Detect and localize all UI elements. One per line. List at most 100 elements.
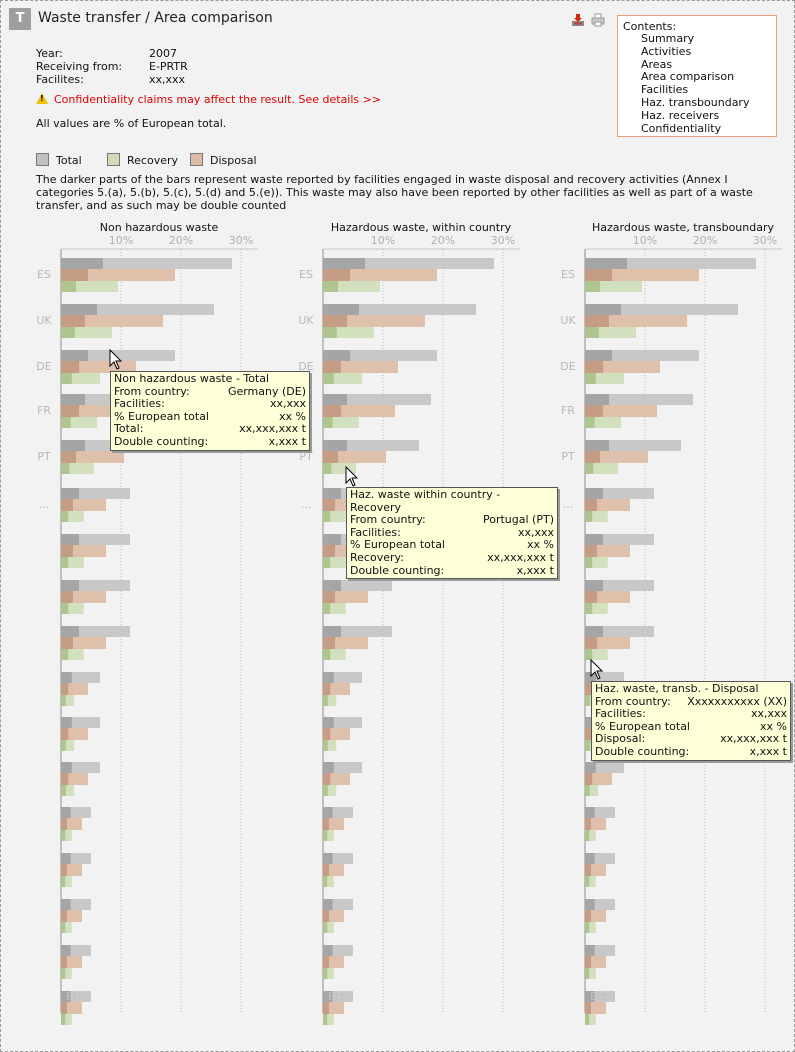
bar-total-dark	[61, 899, 71, 910]
legend-total-swatch	[36, 153, 49, 166]
bar-total	[323, 899, 353, 910]
bar-recovery	[323, 785, 337, 796]
download-icon[interactable]	[571, 12, 585, 26]
bar-total	[585, 580, 654, 591]
bar-total-dark	[323, 258, 365, 269]
bar-recovery	[61, 922, 72, 933]
bar-total	[323, 991, 353, 1002]
bar-recovery-dark	[585, 281, 600, 292]
bar-recovery	[323, 373, 362, 384]
bar-total	[585, 626, 654, 637]
bar-recovery	[585, 463, 618, 474]
bar-total-dark	[61, 258, 103, 269]
bar-recovery-dark	[61, 373, 72, 384]
tooltip-haz-transb-disposal: Haz. waste, transb. - Disposal From coun…	[591, 681, 791, 761]
bar-recovery	[61, 968, 72, 979]
chart-title: Non hazardous waste	[100, 221, 219, 234]
bar-total-dark	[585, 304, 621, 315]
bar-total	[585, 672, 624, 683]
bar-disposal-dark	[585, 773, 593, 785]
bar-total-dark	[323, 853, 333, 864]
bar-total	[585, 991, 615, 1002]
report-type-icon: T	[9, 8, 31, 30]
bar-recovery	[61, 876, 72, 887]
category-label: DE	[298, 360, 313, 373]
bar-disposal-dark	[585, 728, 593, 740]
bar-total-dark	[585, 394, 609, 405]
bar-disposal-dark	[585, 1002, 591, 1014]
bar-recovery	[585, 785, 599, 796]
tooltip-haz-within-recovery: Haz. waste within country - Recovery Fro…	[346, 487, 558, 580]
bar-recovery	[61, 1014, 72, 1025]
bar-total-dark	[323, 991, 333, 1002]
bar-recovery-dark	[323, 281, 338, 292]
bar-recovery-dark	[61, 1014, 66, 1025]
contents-link-areas[interactable]: Areas	[641, 57, 673, 71]
print-icon[interactable]	[591, 12, 605, 27]
contents-link-area-comparison[interactable]: Area comparison	[641, 70, 735, 84]
bar-recovery	[61, 649, 84, 660]
bar-disposal	[61, 315, 163, 327]
bar-recovery	[323, 876, 334, 887]
tick-label: 30%	[491, 234, 515, 247]
bar-total	[61, 304, 214, 315]
bar-total	[323, 258, 494, 269]
bar-total-dark	[323, 394, 347, 405]
bar-recovery-dark	[585, 327, 599, 338]
legend-total[interactable]: Total	[36, 153, 82, 167]
bar-disposal	[585, 361, 660, 373]
bar-total	[585, 807, 615, 818]
bar-disposal	[323, 451, 386, 463]
bar-disposal	[323, 361, 398, 373]
legend-recovery[interactable]: Recovery	[107, 153, 178, 167]
meta-year: Year: 2007	[36, 47, 177, 60]
bar-recovery-dark	[61, 785, 66, 796]
bar-recovery	[323, 649, 346, 660]
legend-disposal[interactable]: Disposal	[190, 153, 257, 167]
bar-total-dark	[61, 534, 79, 545]
bar-total	[585, 899, 615, 910]
contents-link-confidentiality[interactable]: Confidentiality	[641, 121, 722, 135]
etc-label: Etc.	[66, 990, 87, 1003]
bar-disposal-dark	[323, 864, 329, 876]
bar-disposal-dark	[61, 910, 67, 922]
bar-total-dark	[323, 350, 350, 361]
bar-recovery	[61, 327, 112, 338]
bar-total	[323, 304, 476, 315]
bar-recovery	[61, 603, 84, 614]
bar-recovery-dark	[585, 876, 590, 887]
bar-total	[585, 440, 681, 451]
bar-disposal-dark	[585, 910, 591, 922]
bar-recovery-dark	[323, 511, 331, 522]
bar-total	[585, 488, 654, 499]
bar-recovery	[585, 557, 608, 568]
bar-total-dark	[61, 717, 72, 728]
contents-link-haz-receivers[interactable]: Haz. receivers	[641, 108, 720, 122]
contents-link-activities[interactable]: Activities	[641, 44, 692, 58]
contents-link-facilities[interactable]: Facilities	[641, 83, 689, 97]
bar-total	[61, 534, 130, 545]
contents-link-haz-transboundary[interactable]: Haz. transboundary	[641, 95, 750, 109]
confidentiality-warning-link[interactable]: ! Confidentiality claims may affect the r…	[36, 93, 381, 106]
bar-recovery	[323, 511, 346, 522]
bar-disposal-dark	[61, 683, 69, 695]
bar-recovery	[323, 830, 334, 841]
bar-disposal-dark	[61, 864, 67, 876]
bar-total-dark	[585, 488, 603, 499]
bar-recovery-dark	[323, 557, 331, 568]
bar-recovery-dark	[323, 327, 337, 338]
bar-total	[61, 762, 100, 773]
bar-recovery-dark	[61, 281, 76, 292]
chart-title: Hazardous waste, transboundary	[592, 221, 774, 234]
category-label: ES	[561, 268, 575, 281]
category-label: UK	[36, 314, 52, 327]
bar-total-dark	[61, 304, 97, 315]
contents-link-summary[interactable]: Summary	[641, 32, 695, 45]
bar-recovery	[61, 740, 75, 751]
bar-recovery-dark	[585, 922, 590, 933]
bar-recovery-dark	[323, 876, 328, 887]
bar-recovery-dark	[585, 785, 590, 796]
bar-total-dark	[61, 440, 85, 451]
bar-total-dark	[585, 580, 603, 591]
bar-disposal-dark	[323, 818, 329, 830]
